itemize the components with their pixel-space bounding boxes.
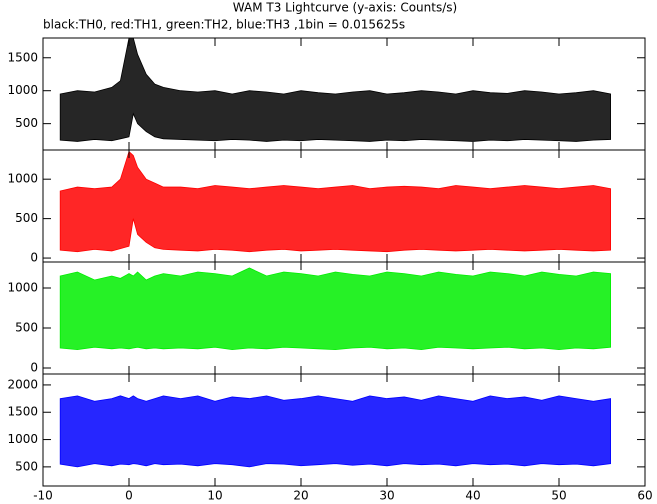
y-tick-label: 500 [15,321,38,335]
y-tick-label: 1000 [7,83,38,97]
x-tick-label: 0 [125,489,133,503]
y-tick-label: 2000 [7,377,38,391]
y-tick-label: 1000 [7,281,38,295]
x-tick-label: 50 [551,489,566,503]
y-tick-label: 1000 [7,432,38,446]
count-range [59,267,611,351]
y-tick-label: 1500 [7,50,38,64]
chart-subtitle: black:TH0, red:TH1, green:TH2, blue:TH3 … [43,18,405,32]
y-tick-label: 500 [15,459,38,473]
y-tick-label: 0 [30,361,38,375]
count-range [59,37,611,142]
x-tick-label: -10 [33,489,53,503]
x-tick-label: 40 [465,489,480,503]
chart-title: WAM T3 Lightcurve (y-axis: Counts/s) [233,1,457,15]
count-range [59,150,611,253]
x-tick-label: 20 [293,489,308,503]
y-tick-label: 1500 [7,405,38,419]
x-tick-label: 10 [207,489,222,503]
y-tick-label: 500 [15,116,38,130]
panel-frame [42,373,646,487]
y-tick-label: 1000 [7,172,38,186]
count-range [59,395,611,468]
x-tick-label: 60 [637,489,652,503]
y-tick-label: 500 [15,211,38,225]
x-tick-label: 30 [379,489,394,503]
y-tick-label: 0 [30,251,38,265]
